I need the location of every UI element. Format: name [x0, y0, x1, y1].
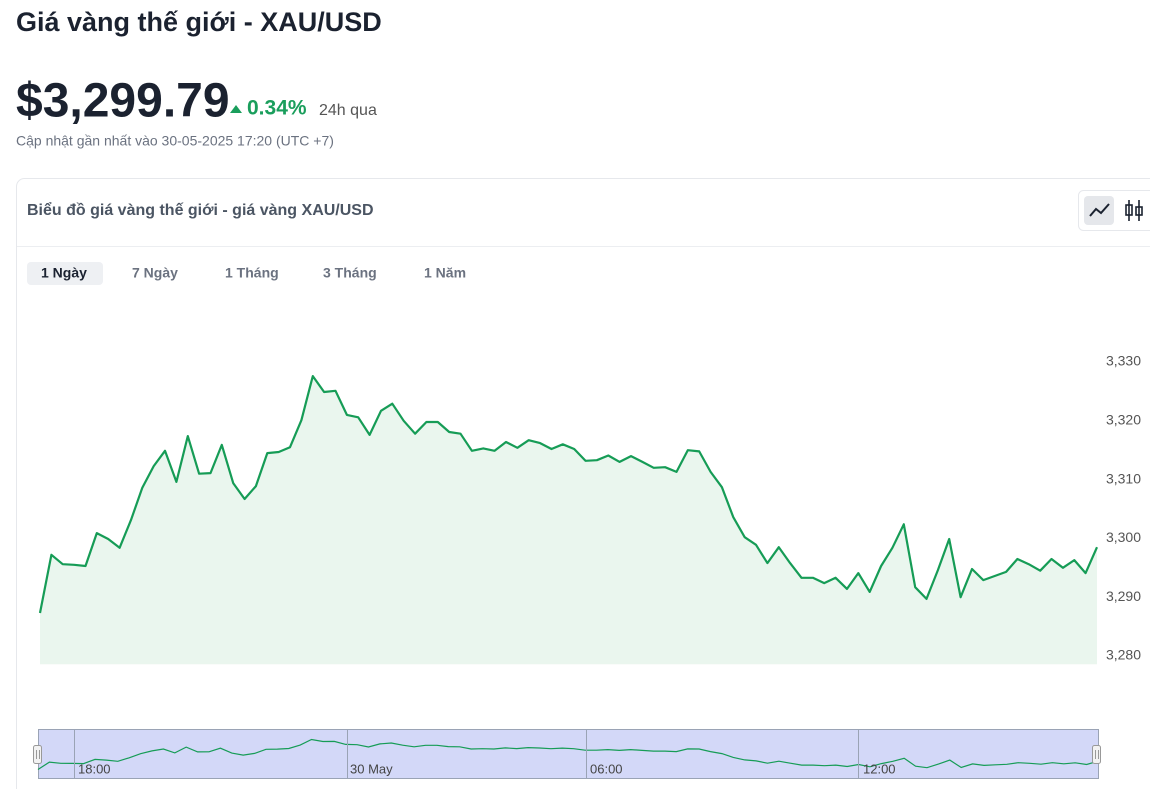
navigator[interactable]: [38, 729, 1099, 779]
y-tick-label: 3,320: [1106, 411, 1141, 427]
navigator-label: 30 May: [350, 761, 393, 776]
page-title: Giá vàng thế giới - XAU/USD: [16, 7, 382, 37]
line-icon: [1089, 203, 1110, 217]
navigator-line: [37, 738, 1099, 771]
navigator-handle[interactable]: [33, 745, 42, 764]
period-tab[interactable]: 1 Tháng: [225, 265, 279, 281]
y-tick-label: 3,330: [1106, 353, 1141, 369]
navigator-label: 06:00: [590, 761, 623, 776]
period-tab[interactable]: 1 Ngày: [41, 265, 87, 281]
active-tab: [27, 262, 103, 285]
navigator-label: 18:00: [78, 761, 111, 776]
y-tick-label: 3,280: [1106, 647, 1141, 663]
card-title: Biểu đồ giá vàng thế giới - giá vàng XAU…: [27, 201, 374, 219]
y-tick-label: 3,290: [1106, 588, 1141, 604]
navigator-handle[interactable]: [1092, 745, 1101, 764]
change: 0.34%: [247, 97, 307, 120]
navigator-label: 12:00: [863, 761, 896, 776]
price: $3,299.79: [16, 75, 230, 128]
period-tab[interactable]: 3 Tháng: [323, 265, 377, 281]
candle-mode-button[interactable]: [1125, 200, 1143, 221]
up-arrow: [230, 105, 242, 113]
y-tick-label: 3,310: [1106, 470, 1141, 486]
period: 24h qua: [319, 102, 377, 119]
updated: Cập nhật gần nhất vào 30-05-2025 17:20 (…: [16, 133, 334, 149]
period-tab[interactable]: 1 Năm: [424, 265, 466, 281]
y-tick-label: 3,300: [1106, 529, 1141, 545]
period-tab[interactable]: 7 Ngày: [132, 265, 178, 281]
price-line: [38, 375, 1099, 614]
area-fill: [40, 376, 1097, 665]
